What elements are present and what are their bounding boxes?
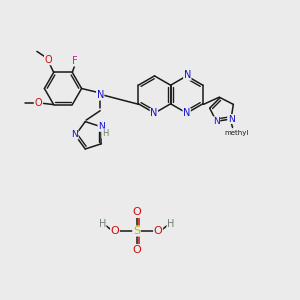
Text: N: N <box>150 108 158 118</box>
Text: N: N <box>213 117 220 126</box>
Text: H: H <box>99 219 106 229</box>
Text: methyl: methyl <box>225 130 249 136</box>
Text: N: N <box>71 130 78 139</box>
Text: N: N <box>183 108 190 118</box>
Text: O: O <box>154 226 163 236</box>
Text: N: N <box>184 70 191 80</box>
Text: H: H <box>102 129 108 138</box>
Text: O: O <box>132 244 141 255</box>
Text: N: N <box>97 90 104 100</box>
Text: N: N <box>98 122 105 131</box>
Text: F: F <box>72 56 77 66</box>
Text: O: O <box>132 207 141 218</box>
Text: O: O <box>34 98 42 108</box>
Text: N: N <box>228 115 234 124</box>
Text: H: H <box>167 219 174 229</box>
Text: O: O <box>44 55 52 65</box>
Text: S: S <box>133 226 140 236</box>
Text: O: O <box>110 226 119 236</box>
